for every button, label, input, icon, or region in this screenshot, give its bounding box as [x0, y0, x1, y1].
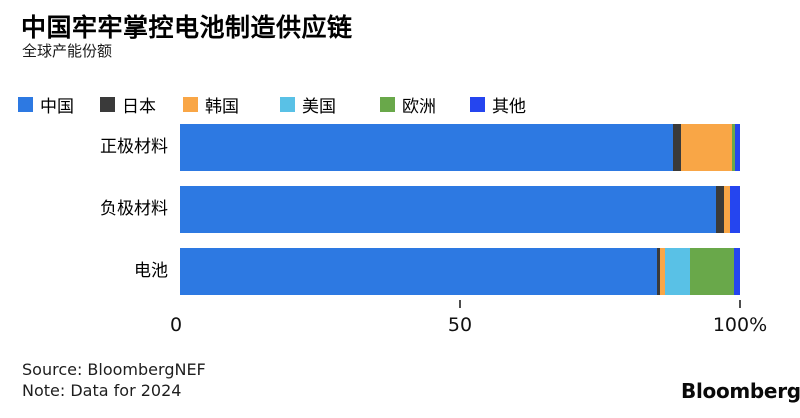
legend-item: 其他: [470, 92, 526, 117]
bar-row: 负极材料: [0, 186, 740, 233]
bar-row: 正极材料: [0, 124, 740, 171]
chart-title: 中国牢牢掌控电池制造供应链: [21, 13, 353, 42]
bar-segment: [733, 248, 740, 295]
axis-tick-mark: [459, 300, 461, 308]
bar-segment: [680, 124, 732, 171]
category-label: 负极材料: [100, 199, 168, 219]
category-label: 正极材料: [100, 137, 168, 157]
bar-segment: [664, 248, 691, 295]
axis-tick-label: 0: [169, 314, 183, 336]
legend-swatch-icon: [380, 97, 395, 112]
bar-segment: [180, 186, 717, 233]
legend-swatch-icon: [100, 97, 115, 112]
bar-segment: [731, 124, 736, 171]
legend-swatch-icon: [470, 97, 485, 112]
stacked-bar: [180, 248, 740, 295]
legend-swatch-icon: [280, 97, 295, 112]
bar-segment: [735, 124, 740, 171]
bar-segment: [672, 124, 681, 171]
bar-row: 电池: [0, 248, 740, 295]
note-text: Note: Data for 2024: [22, 381, 182, 400]
bloomberg-logo: Bloomberg: [681, 379, 800, 403]
legend-label: 韩国: [205, 97, 239, 117]
legend-label: 欧洲: [402, 97, 436, 117]
bar-segment: [180, 124, 673, 171]
legend-label: 日本: [122, 97, 156, 117]
legend: 中国 日本 韩国 美国 欧洲 其他: [0, 92, 800, 117]
legend-label: 其他: [492, 97, 526, 117]
bar-segment: [659, 248, 665, 295]
bar-segment: [723, 186, 730, 233]
legend-swatch-icon: [183, 97, 198, 112]
axis-tick-label: 100%: [712, 314, 768, 336]
stacked-bar: [180, 186, 740, 233]
legend-label: 美国: [302, 97, 336, 117]
bar-segment: [716, 186, 724, 233]
bar-segment: [180, 248, 658, 295]
bar-segment: [729, 186, 740, 233]
legend-item: 美国: [280, 92, 336, 117]
legend-item: 日本: [100, 92, 156, 117]
category-label: 电池: [134, 261, 168, 281]
legend-label: 中国: [40, 97, 74, 117]
axis-tick-label: 50: [447, 314, 473, 336]
legend-item: 韩国: [183, 92, 239, 117]
bar-segment: [690, 248, 734, 295]
source-text: Source: BloombergNEF: [22, 360, 206, 379]
legend-swatch-icon: [18, 97, 33, 112]
chart-subtitle: 全球产能份额: [22, 42, 113, 60]
bar-segment: [657, 248, 660, 295]
legend-item: 中国: [18, 92, 74, 117]
legend-item: 欧洲: [380, 92, 436, 117]
axis-tick-mark: [739, 300, 741, 308]
stacked-bar: [180, 124, 740, 171]
